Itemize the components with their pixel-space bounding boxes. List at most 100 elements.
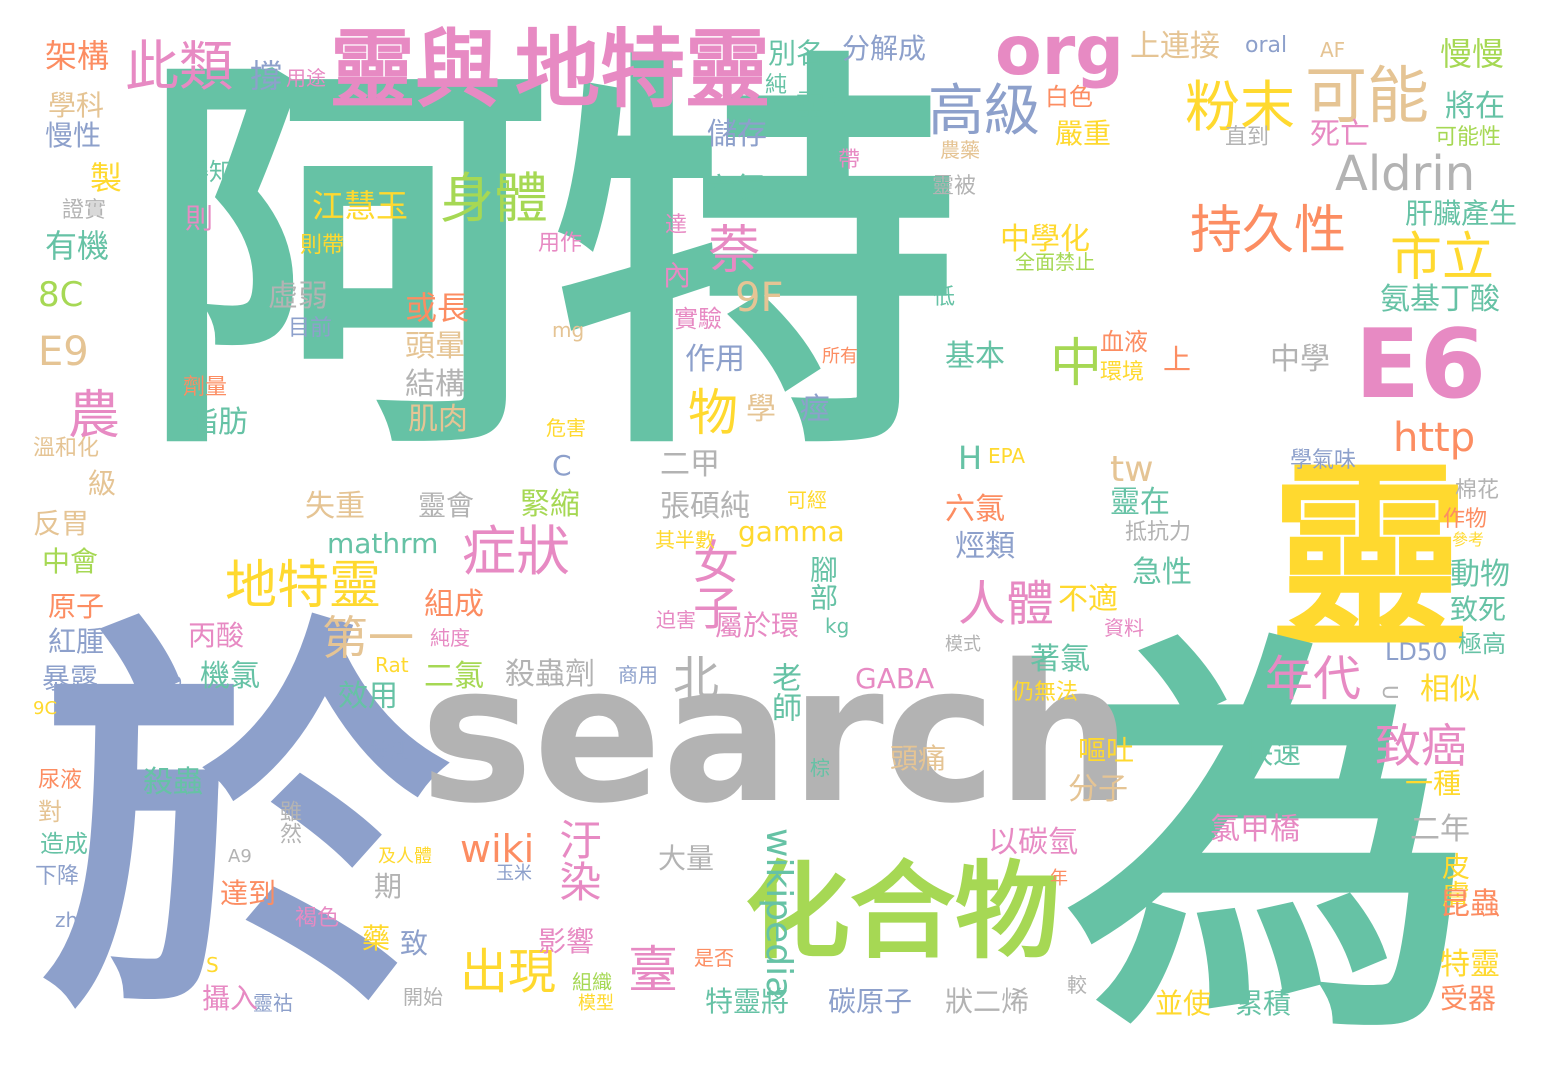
word: C (552, 449, 572, 482)
word: gamma (738, 515, 845, 548)
word: 分子 (1068, 772, 1128, 807)
word: 則 (185, 202, 214, 235)
word: 六氯 (705, 172, 765, 207)
word: 物 (688, 384, 738, 442)
word: Rat (375, 653, 409, 677)
word: 大量 (658, 842, 715, 875)
word: 江慧玉 (312, 187, 409, 225)
word: 氨基丁酸 (1380, 282, 1500, 317)
word: 尿液 (38, 768, 83, 793)
word: 可能 (1305, 59, 1430, 132)
word: 學 (746, 392, 776, 427)
word: 血液 (1100, 328, 1148, 356)
word: 動物 (1450, 557, 1510, 592)
word: 靈祜 (253, 991, 293, 1015)
word: 狀二烯 (945, 985, 1030, 1018)
word: 極高 (1458, 630, 1506, 658)
word: 中學 (1270, 342, 1330, 377)
word: 虛弱 (268, 279, 328, 314)
word: 期 (374, 870, 403, 903)
word: 肌肉 (408, 402, 468, 437)
word: 可能性 (1435, 125, 1502, 150)
word: 原子 (48, 590, 105, 623)
word: 基本 (945, 339, 1005, 374)
word: 中 (1050, 334, 1103, 394)
word: 反胃 (33, 507, 90, 540)
word: 特靈將 (705, 985, 790, 1018)
word: 或長 (405, 289, 470, 327)
word: 殺蟲 (143, 765, 203, 800)
word: 靈與 (330, 21, 501, 120)
word: 相似 (1420, 672, 1480, 707)
word: 證實 (62, 198, 107, 223)
word: 著氯 (1030, 642, 1090, 677)
word: 年代 (1265, 651, 1362, 707)
word: 較 (1067, 973, 1087, 997)
word: 直到 (1225, 125, 1270, 150)
word: 致癌 (1375, 719, 1467, 773)
word: 撐 (250, 57, 283, 95)
word: 高級 (928, 79, 1040, 144)
word: 慢慢 (1440, 35, 1505, 73)
word: 所有 (822, 346, 858, 367)
word: 棉花 (1455, 478, 1500, 503)
word: 商用 (618, 663, 658, 687)
word: 組織 (572, 970, 612, 994)
word: 架構 (45, 37, 110, 75)
word: A9 (228, 846, 252, 867)
word: 實驗 (674, 305, 722, 333)
word: 女子 (686, 538, 740, 630)
word: wikipedia (758, 828, 799, 999)
word: 農藥 (940, 138, 980, 162)
word: 迫害 (656, 608, 696, 632)
word: 碳原子 (828, 985, 913, 1018)
word: U (1378, 685, 1402, 700)
word: 用作 (538, 231, 583, 256)
word: 靈在 (1110, 485, 1170, 520)
word: 二年 (1410, 812, 1470, 847)
word: 人體 (958, 576, 1055, 632)
word: 失重 (305, 489, 365, 524)
word: kg (825, 614, 850, 638)
word: 純度 (430, 626, 470, 650)
word: 可經 (787, 488, 827, 512)
word: 對 (38, 798, 62, 826)
word: 靈為 (795, 89, 855, 124)
word: 中學化 (1000, 222, 1090, 257)
word: AF (1320, 38, 1346, 62)
word: 環境 (1100, 360, 1145, 385)
word: 玉米 (496, 863, 532, 884)
word: 8C (38, 275, 84, 315)
word: 以碳氫 (988, 825, 1078, 860)
word: 雖然 (276, 800, 301, 844)
word: 化合物 (745, 851, 1061, 973)
word: 並使 (1155, 987, 1212, 1020)
word: 汙染 (553, 818, 602, 902)
word: 劑量 (183, 375, 228, 400)
word: 氯甲橋 (1210, 812, 1300, 847)
word: 累積 (1235, 987, 1292, 1020)
word: 特靈 (1440, 947, 1500, 982)
word: 用途 (286, 66, 326, 90)
word-cloud: 阿特 靈 為 於 search 化合物 靈與 地特靈 org E6 可能 粉末 … (33, 18, 1517, 1049)
word: zh (55, 908, 79, 932)
word: 急性 (1132, 555, 1192, 590)
word: 資料 (1104, 616, 1144, 640)
word: 級 (88, 467, 117, 500)
word: 學氣味 (1290, 448, 1357, 473)
word: 臺 (628, 941, 678, 999)
word: 昆蟲 (1440, 887, 1500, 922)
word: 製 (90, 159, 123, 197)
word: 殺蟲劑 (505, 657, 595, 692)
word: 市立 (1390, 228, 1495, 288)
word: 北 (673, 651, 719, 705)
word: 溫和化 (33, 436, 100, 461)
word: mg (552, 318, 585, 342)
word: Aldrin (1335, 146, 1476, 202)
word: 慢性 (45, 119, 102, 152)
word: http (1393, 415, 1476, 461)
word: 靈被 (932, 174, 977, 199)
word: B0 (161, 673, 183, 692)
word: 腳部 (806, 555, 839, 611)
word: 全面禁止 (1015, 250, 1095, 274)
